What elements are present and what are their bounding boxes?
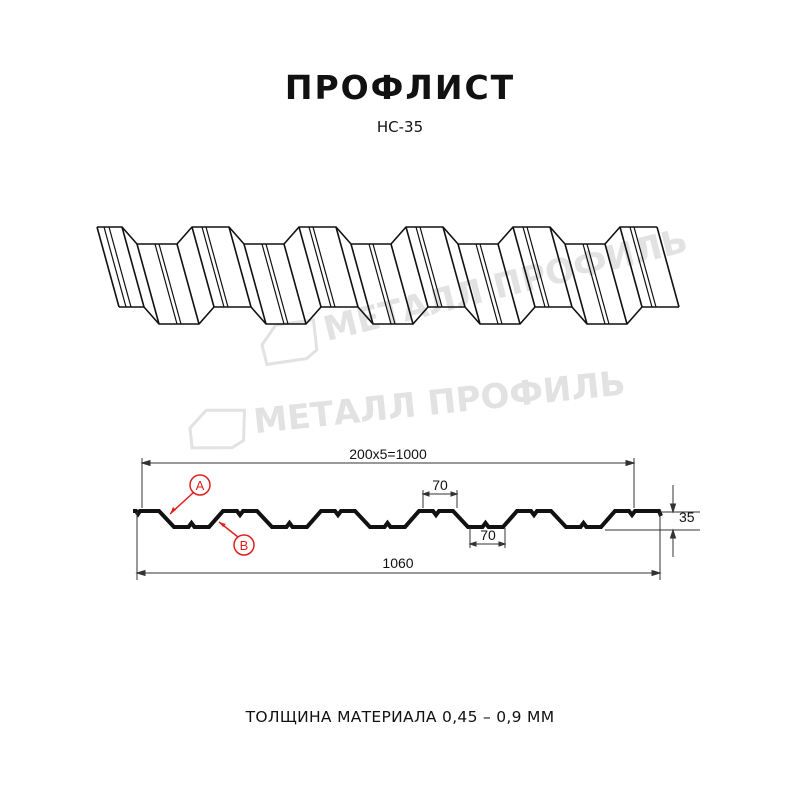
sheet-fold-line (442, 226, 466, 308)
sheet-fold-line (298, 226, 322, 308)
marker-b-circle (233, 534, 255, 556)
sheet-fold-line (243, 243, 267, 325)
watermark-logo-mark (188, 408, 246, 450)
valley-width-label: 70 (480, 527, 496, 543)
sheet-fold-line (619, 226, 643, 308)
marker-a-circle (189, 474, 211, 496)
sheet-fold-line (191, 226, 215, 308)
sheet-rib-line (158, 243, 182, 325)
watermark-logo-top: МЕТАЛЛ ПРОФИЛЬ (260, 221, 692, 367)
arrow (468, 541, 507, 547)
sheet-rib-line (103, 226, 127, 308)
arrow (669, 503, 677, 539)
marker-a-label: A (196, 478, 205, 493)
total-width-label: 1060 (382, 555, 413, 571)
sheet-fold-line (656, 226, 680, 308)
sheet-rib-line (205, 226, 229, 308)
sheet-fold-line (335, 226, 359, 308)
marker-b-label: B (240, 538, 249, 553)
sheet-fold-line (549, 226, 573, 308)
sheet-fold-line (121, 226, 145, 308)
sheet-rib-line (475, 243, 499, 325)
sheet-fold-line (283, 243, 307, 325)
arrow (421, 491, 459, 497)
sheet-rib-line (629, 226, 653, 308)
sheet-fold-line (497, 243, 521, 325)
sheet-rib-line (479, 243, 503, 325)
sheet-fold-line (512, 226, 536, 308)
sheet-rib-line (312, 226, 336, 308)
watermark-text: МЕТАЛЛ ПРОФИЛЬ (252, 363, 628, 442)
sheet-fold-line (564, 243, 588, 325)
sheet-rib-line (108, 226, 132, 308)
cross-section: 200x5=1000 1060 70 70 35 A B (133, 446, 700, 580)
sheet-rib-line (415, 226, 439, 308)
sheet-fold-line (390, 243, 414, 325)
crest-width-label: 70 (432, 477, 448, 493)
sheet-rib-line (522, 226, 546, 308)
sheet-rib-line (201, 226, 225, 308)
model-subtitle: НС-35 (376, 118, 424, 136)
material-thickness: ТОЛЩИНА МАТЕРИАЛА 0,45 – 0,9 ММ (245, 708, 555, 726)
sheet-rib-line (633, 226, 657, 308)
sheet-fold-line (136, 243, 160, 325)
sheet-rib-line (154, 243, 178, 325)
sheet-rib-line (261, 243, 285, 325)
sheet-rib-line (586, 243, 610, 325)
sheet-bottom-edge (119, 306, 679, 325)
sheet-fold-line (405, 226, 429, 308)
sheet-rib-line (526, 226, 550, 308)
height-label: 35 (679, 509, 695, 525)
sheet-top-edge (97, 226, 657, 245)
sheet-fold-line (228, 226, 252, 308)
arrow (135, 569, 662, 577)
sheet-rib-line (419, 226, 443, 308)
sheet-3d-illustration (96, 226, 680, 325)
arrow (140, 459, 636, 467)
sheet-fold-line (176, 243, 200, 325)
sheet-fold-line (96, 226, 120, 308)
sheet-rib-line (308, 226, 332, 308)
profile-line (133, 509, 663, 529)
pitch-dimension-label: 200x5=1000 (349, 446, 427, 462)
sheet-rib-line (368, 243, 392, 325)
sheet-fold-line (604, 243, 628, 325)
sheet-rib-line (582, 243, 606, 325)
sheet-rib-line (372, 243, 396, 325)
watermark-logo-mark (260, 318, 319, 367)
sheet-fold-line (457, 243, 481, 325)
page-title: ПРОФЛИСТ (284, 68, 516, 107)
sheet-fold-line (350, 243, 374, 325)
watermark-logo-bottom: МЕТАЛЛ ПРОФИЛЬ (188, 363, 628, 450)
sheet-rib-line (265, 243, 289, 325)
